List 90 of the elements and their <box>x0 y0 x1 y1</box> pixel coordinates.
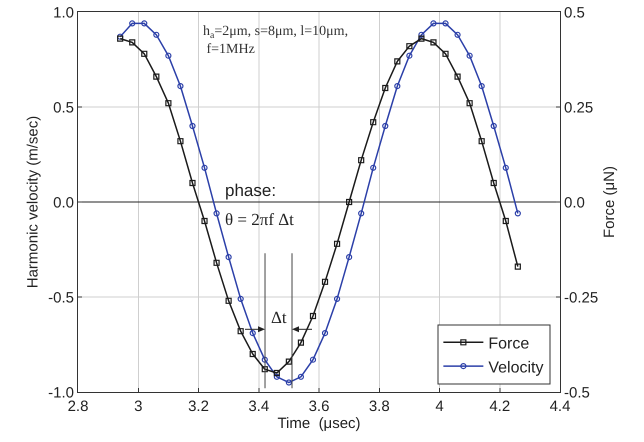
point <box>466 100 473 106</box>
point <box>298 340 304 346</box>
point <box>129 39 136 46</box>
y-tick-label: 0.5 <box>53 99 74 116</box>
point <box>310 356 316 363</box>
x-tick-label: 3.8 <box>368 398 390 415</box>
point <box>141 50 148 57</box>
legend-label: Force <box>488 336 530 353</box>
y2-tick-label: 0.0 <box>564 194 585 212</box>
point <box>322 278 328 285</box>
point <box>141 20 148 26</box>
point <box>153 74 160 80</box>
point <box>153 32 160 38</box>
point <box>502 218 509 224</box>
point <box>213 260 220 266</box>
point <box>165 100 172 106</box>
x-axis-title: Time (μsec) <box>277 415 361 432</box>
point <box>189 122 196 130</box>
y-tick-label: -0.5 <box>48 289 74 306</box>
point <box>406 52 412 59</box>
point <box>177 83 184 90</box>
point <box>454 74 461 80</box>
point <box>406 43 412 50</box>
point <box>165 52 172 59</box>
point <box>490 122 497 130</box>
point <box>478 138 485 144</box>
point <box>274 374 280 380</box>
point <box>286 358 292 365</box>
point <box>250 350 256 358</box>
point <box>286 379 292 386</box>
point <box>502 164 509 171</box>
point <box>226 254 232 260</box>
point <box>454 32 461 38</box>
point <box>226 298 232 304</box>
point <box>394 83 400 90</box>
y-axis-title: Harmonic velocity (m/sec) <box>24 116 42 288</box>
point <box>490 180 497 186</box>
point <box>478 83 485 90</box>
point <box>346 198 352 206</box>
point <box>201 164 208 171</box>
point <box>310 312 316 320</box>
y-tick-label: 0.0 <box>53 194 74 212</box>
point <box>370 164 376 171</box>
x-tick-label: 3.6 <box>308 398 330 415</box>
x-tick-label: 3 <box>134 398 142 415</box>
y-tick-label: 1.0 <box>53 4 74 22</box>
point <box>238 328 244 334</box>
point <box>262 356 268 363</box>
point <box>201 218 208 224</box>
legend-label: Velocity <box>488 359 544 376</box>
point <box>430 39 437 46</box>
point <box>322 330 328 336</box>
annotation: θ = 2πf Δt <box>225 210 294 229</box>
x-tick-label: 4.2 <box>489 398 510 415</box>
annotation: phase: <box>225 181 276 200</box>
y2-tick-label: -0.25 <box>564 289 598 306</box>
point <box>358 210 364 216</box>
point <box>418 32 425 38</box>
point <box>382 122 388 130</box>
point <box>382 84 388 92</box>
point <box>334 240 340 247</box>
point <box>514 210 521 216</box>
point <box>298 374 304 380</box>
point <box>442 50 449 57</box>
x-tick-label: 3.4 <box>248 398 270 415</box>
point <box>274 370 280 376</box>
point <box>262 366 268 372</box>
point <box>442 20 449 26</box>
point <box>430 20 437 26</box>
annotation: Δt <box>271 308 287 327</box>
point <box>213 210 220 216</box>
y2-axis-title: Force (μN) <box>601 166 618 238</box>
point <box>177 138 184 144</box>
y2-tick-label: 0.25 <box>564 99 594 116</box>
y2-tick-label: 0.5 <box>564 4 585 22</box>
annotation: h$_{a}$=2μm, s=8μm, l=10μm, f=1MHz <box>203 24 348 58</box>
x-tick-label: 3.2 <box>188 398 209 415</box>
point <box>129 20 136 26</box>
point <box>250 330 256 336</box>
point <box>334 296 340 302</box>
x-tick-label: 4 <box>435 398 444 415</box>
point <box>370 119 376 126</box>
point <box>238 296 244 302</box>
point <box>394 58 400 64</box>
point <box>418 36 425 42</box>
point <box>189 180 196 186</box>
point <box>358 157 364 164</box>
point <box>466 52 473 59</box>
point <box>514 264 521 270</box>
point <box>346 254 352 260</box>
